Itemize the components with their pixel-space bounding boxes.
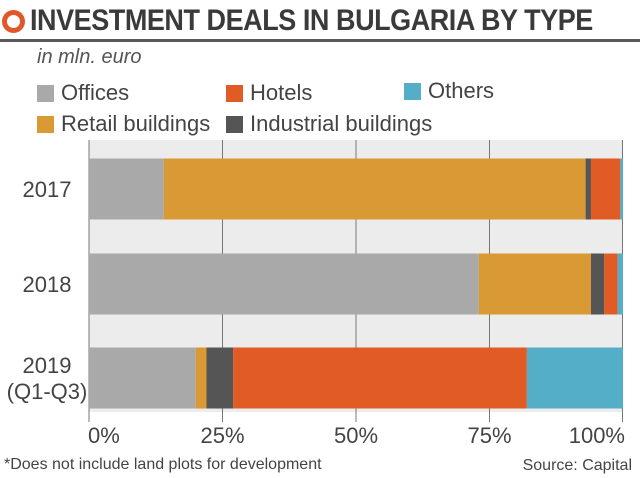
x-tick-label-100: 100% xyxy=(569,423,625,448)
category-labels: 2017 2018 2019(Q1-Q3) xyxy=(7,177,88,404)
legend-swatch-offices xyxy=(37,84,54,102)
bar-2017-others xyxy=(620,158,623,220)
bar-2018-industrial-buildings xyxy=(590,253,605,315)
legend-swatch-hotels xyxy=(226,84,243,102)
bar-2017-hotels xyxy=(590,158,621,220)
legend-label-retail-buildings: Retail buildings xyxy=(61,111,211,136)
bar-2019-q1-q3-hotels xyxy=(233,347,527,409)
legend-swatch-others xyxy=(404,82,421,100)
title-divider xyxy=(0,39,640,42)
bar-2017-retail-buildings xyxy=(163,158,586,220)
category-label-2017: 2017 xyxy=(23,177,72,202)
category-label-q1-q3: (Q1-Q3) xyxy=(7,379,88,404)
bar-2018-hotels xyxy=(604,253,618,315)
legend-label-others: Others xyxy=(428,78,495,103)
bar-2017-industrial-buildings xyxy=(585,158,591,220)
chart-title: INVESTMENT DEALS IN BULGARIA BY TYPE xyxy=(30,4,593,37)
bars xyxy=(89,158,623,409)
legend-item-industrial-buildings: Industrial buildings xyxy=(226,111,432,137)
circle-bullet-icon xyxy=(2,9,25,33)
chart-subtitle: in mln. euro xyxy=(37,46,142,68)
source-note: Source: Capital xyxy=(522,457,632,474)
bar-2018-others xyxy=(617,253,623,315)
legend-item-hotels: Hotels xyxy=(226,80,312,106)
category-label-2019: 2019 xyxy=(23,353,72,378)
legend-item-retail-buildings: Retail buildings xyxy=(37,111,210,137)
stacked-bar-chart: 2017 2018 2019(Q1-Q3) 0% 25% 50% 75% 100% xyxy=(7,140,625,448)
bar-2018-offices xyxy=(89,253,479,315)
bar-2019-q1-q3-offices xyxy=(89,347,196,409)
bar-2019-q1-q3-others xyxy=(526,347,623,409)
legend-swatch-industrial-buildings xyxy=(226,115,243,133)
bar-2019-q1-q3-retail-buildings xyxy=(195,347,207,409)
legend-swatch-retail-buildings xyxy=(37,115,54,133)
bar-2018-retail-buildings xyxy=(478,253,591,315)
x-tick-label-75: 75% xyxy=(467,423,511,448)
title-bar: INVESTMENT DEALS IN BULGARIA BY TYPE xyxy=(2,4,640,38)
legend-label-industrial-buildings: Industrial buildings xyxy=(250,111,433,136)
bar-2017-offices xyxy=(89,158,164,220)
x-axis-tick-labels: 0% 25% 50% 75% 100% xyxy=(88,423,625,448)
x-tick-label-25: 25% xyxy=(200,423,244,448)
bar-2019-q1-q3-industrial-buildings xyxy=(206,347,234,409)
legend-item-others: Others xyxy=(404,78,494,104)
x-tick-label-0: 0% xyxy=(88,423,120,448)
footnote: *Does not include land plots for develop… xyxy=(4,456,322,473)
legend-label-hotels: Hotels xyxy=(250,80,313,105)
legend-label-offices: Offices xyxy=(61,80,130,105)
x-tick-label-50: 50% xyxy=(334,423,378,448)
category-label-2018: 2018 xyxy=(23,272,72,297)
legend-item-offices: Offices xyxy=(37,80,129,106)
